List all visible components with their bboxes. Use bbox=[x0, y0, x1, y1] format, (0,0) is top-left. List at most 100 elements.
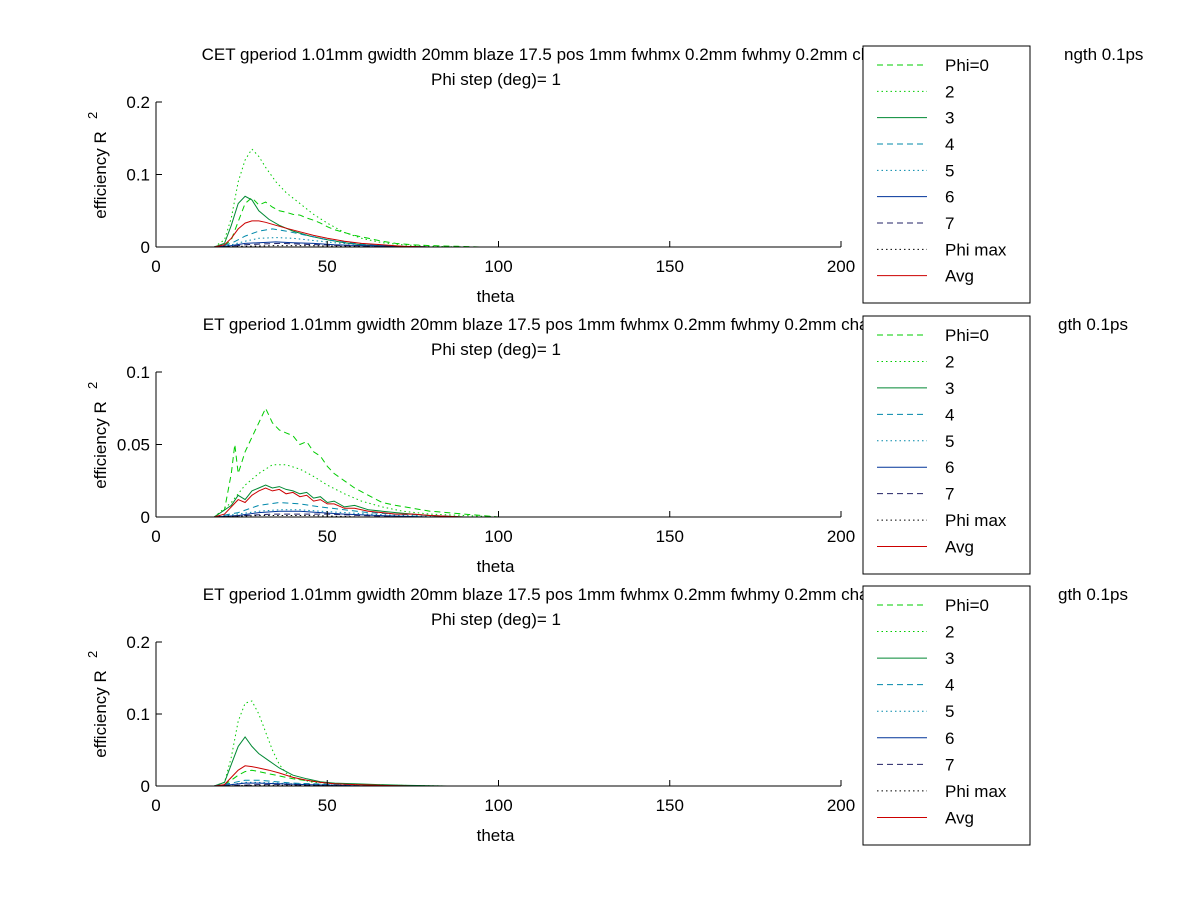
subplot-2: ET gperiod 1.01mm gwidth 20mm blaze 17.5… bbox=[85, 315, 1128, 576]
legend-label: 4 bbox=[945, 135, 954, 154]
legend-box bbox=[862, 45, 1031, 304]
y-tick-label: 0.1 bbox=[126, 705, 150, 724]
plot-area bbox=[156, 372, 841, 517]
chart-subtitle: Phi step (deg)= 1 bbox=[431, 610, 561, 629]
series-line-7 bbox=[214, 242, 739, 247]
y-axis-label-group: efficiency R 2 bbox=[85, 112, 110, 219]
series-line-avg bbox=[214, 220, 739, 247]
series-line-2 bbox=[214, 700, 739, 786]
y-tick-label: 0 bbox=[141, 777, 150, 796]
chart-title: CET gperiod 1.01mm gwidth 20mm blaze 17.… bbox=[202, 45, 919, 64]
legend-label: Phi max bbox=[945, 782, 1007, 801]
y-tick-label: 0 bbox=[141, 238, 150, 257]
legend: Phi=0 2 3 4 5 6 7 Phi max Avg bbox=[862, 585, 1031, 846]
x-axis-label: theta bbox=[477, 287, 515, 306]
series-line-phi-max bbox=[214, 515, 739, 517]
series-line-4 bbox=[214, 228, 739, 247]
x-tick-label: 150 bbox=[656, 257, 684, 276]
x-tick-label: 100 bbox=[484, 796, 512, 815]
legend-label: 2 bbox=[945, 82, 954, 101]
x-tick-label: 50 bbox=[318, 796, 337, 815]
legend-label: 7 bbox=[945, 214, 954, 233]
legend-label: Phi max bbox=[945, 511, 1007, 530]
x-tick-label: 100 bbox=[484, 257, 512, 276]
legend-box bbox=[862, 585, 1031, 846]
y-tick-label: 0.2 bbox=[126, 93, 150, 112]
legend-label: 2 bbox=[945, 352, 954, 371]
chart-title: ET gperiod 1.01mm gwidth 20mm blaze 17.5… bbox=[203, 585, 908, 604]
legend-label: Phi=0 bbox=[945, 326, 989, 345]
legend: Phi=0 2 3 4 5 6 7 Phi max Avg bbox=[862, 315, 1031, 575]
subplot-3: ET gperiod 1.01mm gwidth 20mm blaze 17.5… bbox=[85, 585, 1128, 846]
legend-label: Phi max bbox=[945, 240, 1007, 259]
legend-label: 5 bbox=[945, 161, 954, 180]
y-axis-label-superscript: 2 bbox=[85, 382, 100, 389]
legend-label: 5 bbox=[945, 432, 954, 451]
series-line-2 bbox=[213, 464, 739, 517]
legend-label: 4 bbox=[945, 405, 954, 424]
y-tick-label: 0.1 bbox=[126, 363, 150, 382]
x-tick-label: 200 bbox=[827, 257, 855, 276]
x-tick-label: 0 bbox=[151, 796, 160, 815]
plot-area bbox=[156, 102, 841, 247]
chart-title-tail: ngth 0.1ps bbox=[1064, 45, 1143, 64]
y-tick-label: 0.05 bbox=[117, 436, 150, 455]
legend-label: 6 bbox=[945, 729, 954, 748]
legend-label: Phi=0 bbox=[945, 56, 989, 75]
series-line-2 bbox=[213, 148, 739, 247]
legend-label: 7 bbox=[945, 485, 954, 504]
legend-label: 6 bbox=[945, 458, 954, 477]
plot-area bbox=[156, 642, 841, 786]
series-line-avg bbox=[214, 765, 739, 786]
x-tick-label: 50 bbox=[318, 257, 337, 276]
legend: Phi=0 2 3 4 5 6 7 Phi max Avg bbox=[862, 45, 1031, 304]
y-axis-label-superscript: 2 bbox=[85, 651, 100, 658]
legend-label: Avg bbox=[945, 538, 974, 557]
chart-title: ET gperiod 1.01mm gwidth 20mm blaze 17.5… bbox=[203, 315, 908, 334]
legend-label: 3 bbox=[945, 109, 954, 128]
y-axis-label-group: efficiency R 2 bbox=[85, 651, 110, 758]
legend-label: 3 bbox=[945, 379, 954, 398]
x-tick-label: 0 bbox=[151, 257, 160, 276]
x-axis-label: theta bbox=[477, 557, 515, 576]
x-tick-label: 150 bbox=[656, 796, 684, 815]
y-axis-label: efficiency R bbox=[91, 401, 110, 489]
series-line-3 bbox=[213, 484, 739, 517]
legend-label: Avg bbox=[945, 808, 974, 827]
series-line-phi-max bbox=[214, 245, 739, 247]
chart-subtitle: Phi step (deg)= 1 bbox=[431, 340, 561, 359]
y-tick-label: 0.1 bbox=[126, 166, 150, 185]
legend-label: 5 bbox=[945, 702, 954, 721]
chart-subtitle: Phi step (deg)= 1 bbox=[431, 70, 561, 89]
legend-label: 2 bbox=[945, 623, 954, 642]
x-tick-label: 100 bbox=[484, 527, 512, 546]
series-line-phi-max bbox=[214, 784, 739, 786]
series-line-phi-0 bbox=[214, 769, 739, 786]
series-line-7 bbox=[214, 784, 739, 786]
series-line-phi-0 bbox=[213, 407, 739, 517]
x-axis-label: theta bbox=[477, 826, 515, 845]
legend-label: 3 bbox=[945, 649, 954, 668]
series-line-phi-0 bbox=[214, 197, 739, 247]
y-axis-label-superscript: 2 bbox=[85, 112, 100, 119]
y-axis-label-group: efficiency R 2 bbox=[85, 382, 110, 489]
x-tick-label: 150 bbox=[656, 527, 684, 546]
subplot-1: CET gperiod 1.01mm gwidth 20mm blaze 17.… bbox=[85, 45, 1143, 306]
x-tick-label: 50 bbox=[318, 527, 337, 546]
y-tick-label: 0 bbox=[141, 508, 150, 527]
legend-label: 4 bbox=[945, 676, 954, 695]
series-line-5 bbox=[214, 509, 739, 517]
series-line-3 bbox=[214, 736, 739, 786]
series-line-5 bbox=[214, 237, 739, 247]
legend-box bbox=[862, 315, 1031, 575]
y-tick-label: 0.2 bbox=[126, 633, 150, 652]
legend-label: 7 bbox=[945, 755, 954, 774]
legend-label: Avg bbox=[945, 267, 974, 286]
y-axis-label: efficiency R bbox=[91, 670, 110, 758]
x-tick-label: 200 bbox=[827, 527, 855, 546]
chart-title-tail: gth 0.1ps bbox=[1058, 315, 1128, 334]
legend-label: Phi=0 bbox=[945, 596, 989, 615]
chart-title-tail: gth 0.1ps bbox=[1058, 585, 1128, 604]
x-tick-label: 0 bbox=[151, 527, 160, 546]
